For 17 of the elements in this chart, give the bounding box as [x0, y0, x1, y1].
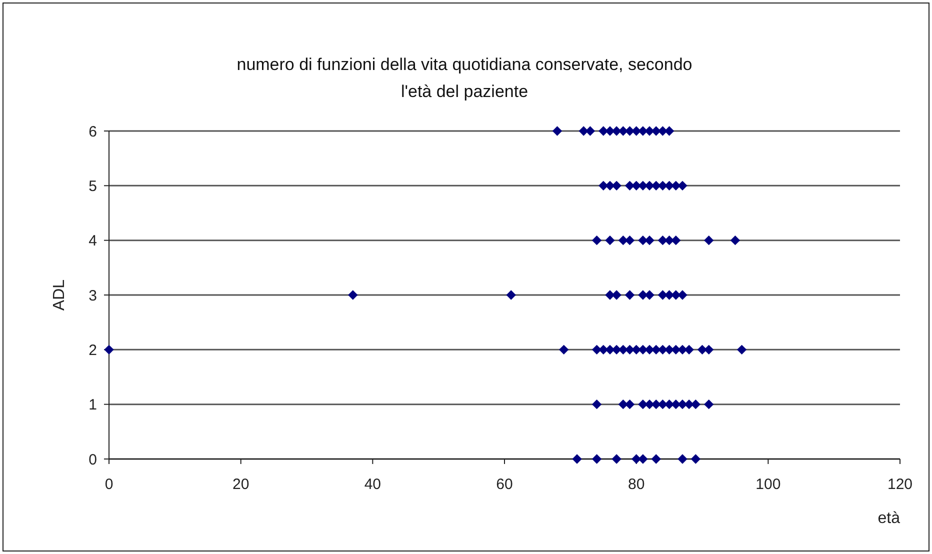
y-tick-label: 0 [88, 451, 97, 468]
x-tick-label: 120 [887, 476, 913, 493]
y-tick-label: 6 [88, 123, 97, 140]
y-axis-title: ADL [51, 279, 68, 311]
x-tick-label: 40 [364, 476, 382, 493]
x-tick-label: 60 [496, 476, 513, 493]
x-axis-title: età [878, 510, 900, 527]
y-tick-label: 5 [88, 178, 97, 195]
x-tick-label: 20 [232, 476, 250, 493]
x-tick-label: 100 [756, 476, 781, 493]
x-tick-label: 80 [628, 476, 645, 493]
y-tick-label: 2 [88, 342, 97, 359]
y-tick-label: 3 [88, 287, 97, 304]
chart-title: numero di funzioni della vita quotidiana conservate, secondo l'età del paziente [236, 55, 692, 101]
y-tick-label: 4 [88, 232, 97, 250]
y-tick-label: 1 [88, 396, 97, 414]
x-tick-label: 0 [104, 476, 114, 493]
